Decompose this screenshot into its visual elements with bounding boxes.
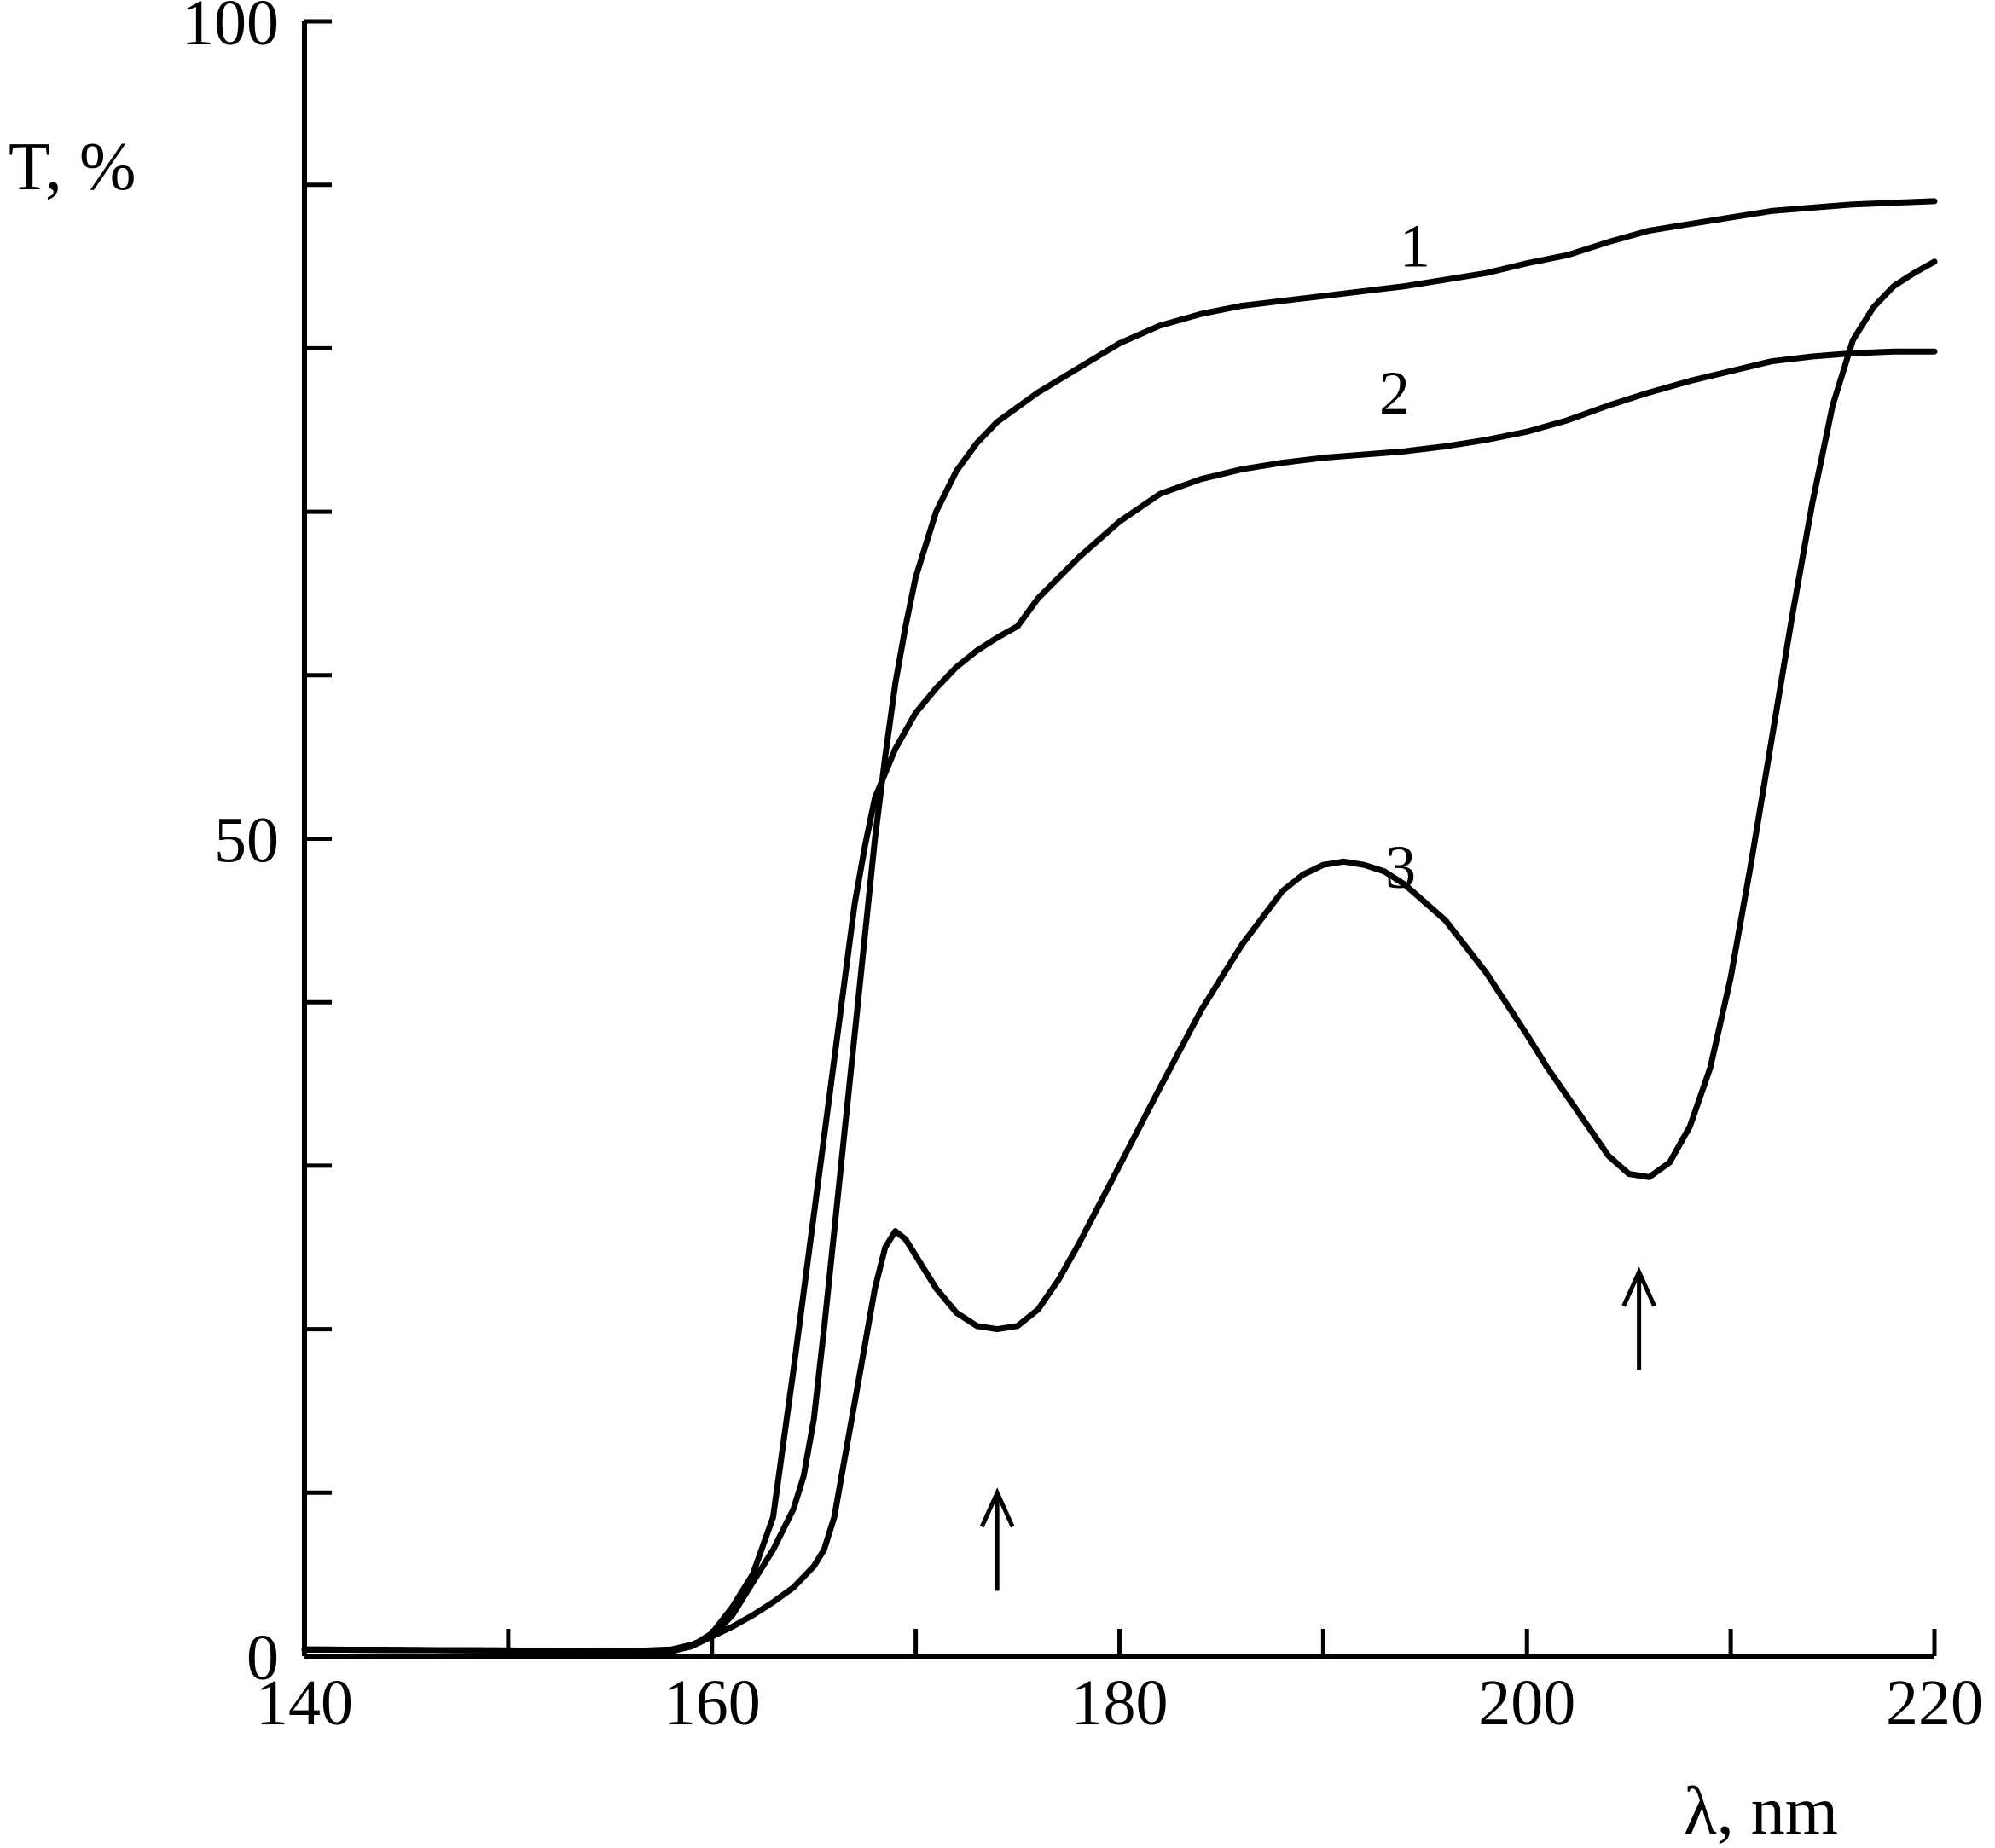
y-tick-label-50: 50 <box>214 805 279 877</box>
series-line-3 <box>301 348 1938 1654</box>
x-tick-label-160: 160 <box>664 1667 761 1739</box>
y-tick-label-100: 100 <box>182 0 279 59</box>
y-tick-labels: 0 50 100 <box>182 0 279 1694</box>
arrow-2 <box>1621 1266 1656 1370</box>
series-line-1 <box>301 198 1938 1654</box>
series-lines <box>301 198 1938 1654</box>
y-ticks <box>304 19 332 1659</box>
series-label-1: 1 <box>1400 212 1430 281</box>
y-axis-label: T, % <box>9 130 136 205</box>
arrow-1 <box>979 1487 1015 1591</box>
series-label-2: 2 <box>1379 359 1410 427</box>
x-tick-labels: 140 160 180 200 220 <box>256 1667 1983 1739</box>
annotation-arrows <box>979 1266 1656 1591</box>
x-tick-label-180: 180 <box>1071 1667 1169 1739</box>
x-tick-label-220: 220 <box>1886 1667 1983 1739</box>
x-axis-label: λ, nm <box>1684 1774 1838 1848</box>
arrow-head <box>1621 1266 1656 1307</box>
y-tick-label-0: 0 <box>246 1622 279 1694</box>
series-label-3: 3 <box>1385 833 1416 901</box>
x-tick-label-140: 140 <box>256 1667 353 1739</box>
series-line-2 <box>301 258 1938 1654</box>
arrow-head <box>979 1487 1015 1528</box>
series-labels: 1 2 3 <box>1379 212 1430 901</box>
x-tick-label-200: 200 <box>1478 1667 1575 1739</box>
